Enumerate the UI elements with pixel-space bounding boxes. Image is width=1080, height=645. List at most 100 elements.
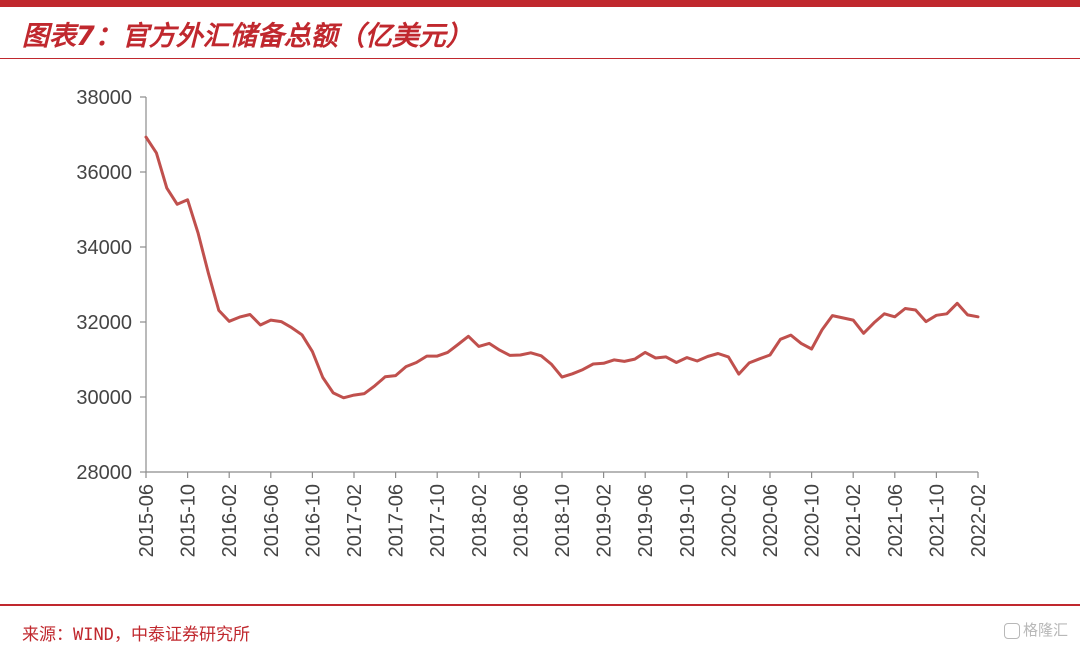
watermark-text: 格隆汇: [1022, 621, 1068, 639]
data-point: [301, 333, 304, 336]
data-point: [675, 361, 678, 364]
data-point: [789, 334, 792, 337]
data-point: [353, 394, 356, 397]
x-tick-label: 2016-06: [261, 484, 283, 557]
data-point: [623, 360, 626, 363]
data-point: [176, 203, 179, 206]
x-tick-label: 2021-10: [926, 484, 948, 557]
data-point: [966, 313, 969, 316]
x-tick-label: 2021-06: [885, 484, 907, 557]
data-point: [831, 314, 834, 317]
data-point: [228, 320, 231, 323]
y-tick-label: 38000: [76, 87, 132, 109]
data-point: [779, 338, 782, 341]
watermark-logo-icon: [1003, 622, 1020, 639]
data-point: [290, 326, 293, 329]
data-point: [165, 187, 168, 190]
data-point: [457, 343, 460, 346]
data-point: [529, 351, 532, 354]
data-point: [155, 151, 158, 154]
data-point: [425, 355, 428, 358]
data-point: [592, 363, 595, 366]
x-tick-label: 2020-10: [802, 484, 824, 557]
x-tick-label: 2022-02: [968, 484, 990, 557]
x-tick-label: 2016-10: [302, 484, 324, 557]
y-tick-label: 30000: [76, 387, 132, 409]
x-tick-label: 2017-10: [427, 484, 449, 557]
data-point: [748, 361, 751, 364]
data-point: [696, 360, 699, 363]
data-point: [394, 374, 397, 377]
data-point: [613, 358, 616, 361]
data-point: [373, 384, 376, 387]
data-point: [581, 368, 584, 371]
x-tick-label: 2019-06: [635, 484, 657, 557]
data-point: [633, 358, 636, 361]
data-point: [914, 309, 917, 312]
x-tick-label: 2018-10: [552, 484, 574, 557]
watermark: 格隆汇: [1003, 619, 1068, 640]
data-point: [540, 354, 543, 357]
top-accent-bar: [0, 0, 1080, 7]
data-point: [925, 320, 928, 323]
data-point: [467, 335, 470, 338]
data-point: [852, 319, 855, 322]
data-point: [145, 136, 148, 139]
data-point: [893, 315, 896, 318]
data-point: [571, 372, 574, 375]
data-point: [665, 355, 668, 358]
data-point: [737, 373, 740, 376]
x-tick-label: 2017-02: [344, 484, 366, 557]
x-tick-label: 2016-02: [219, 484, 241, 557]
data-point: [238, 316, 241, 319]
data-point: [519, 354, 522, 357]
data-point: [727, 355, 730, 358]
data-point: [363, 392, 366, 395]
y-axis: 28000 30000 32000 34000 36000 38000: [76, 87, 147, 484]
data-point: [945, 312, 948, 315]
chart-title: 图表7：官方外汇储备总额（亿美元）: [22, 21, 473, 52]
x-tick-label: 2018-06: [510, 484, 532, 557]
y-tick-label: 36000: [76, 162, 132, 184]
data-point: [561, 376, 564, 379]
x-axis: 2015-06 2015-10 2016-02 2016-06 2016-10 2017-…: [136, 471, 990, 557]
y-tick-label: 28000: [76, 462, 132, 484]
x-tick-label: 2017-06: [386, 484, 408, 557]
data-point: [498, 349, 501, 352]
data-point: [446, 351, 449, 354]
x-tick-label: 2018-02: [469, 484, 491, 557]
data-point: [935, 314, 938, 317]
data-point: [821, 328, 824, 331]
x-tick-label: 2021-02: [843, 484, 865, 557]
data-point: [862, 332, 865, 335]
x-tick-label: 2020-06: [760, 484, 782, 557]
data-point: [186, 198, 189, 201]
y-tick-label: 32000: [76, 312, 132, 334]
x-tick-label: 2019-10: [677, 484, 699, 557]
x-tick-label: 2015-10: [178, 484, 200, 557]
data-point: [800, 342, 803, 345]
series-group: [144, 135, 980, 400]
data-point: [509, 354, 512, 357]
data-point: [405, 365, 408, 368]
data-point: [841, 316, 844, 319]
data-point: [217, 309, 220, 312]
data-point: [602, 362, 605, 365]
title-divider: [0, 58, 1080, 59]
data-point: [904, 307, 907, 310]
data-point: [758, 357, 761, 360]
data-point: [873, 321, 876, 324]
data-point: [654, 357, 657, 360]
data-point: [436, 355, 439, 358]
source-note: 来源：WIND，中泰证券研究所: [22, 625, 250, 645]
data-point: [685, 356, 688, 359]
data-point: [249, 313, 252, 316]
data-point: [197, 231, 200, 234]
data-point: [956, 302, 959, 305]
data-point: [321, 376, 324, 379]
y-tick-label: 34000: [76, 237, 132, 259]
data-point: [883, 312, 886, 315]
data-point: [342, 396, 345, 399]
x-tick-label: 2020-02: [718, 484, 740, 557]
